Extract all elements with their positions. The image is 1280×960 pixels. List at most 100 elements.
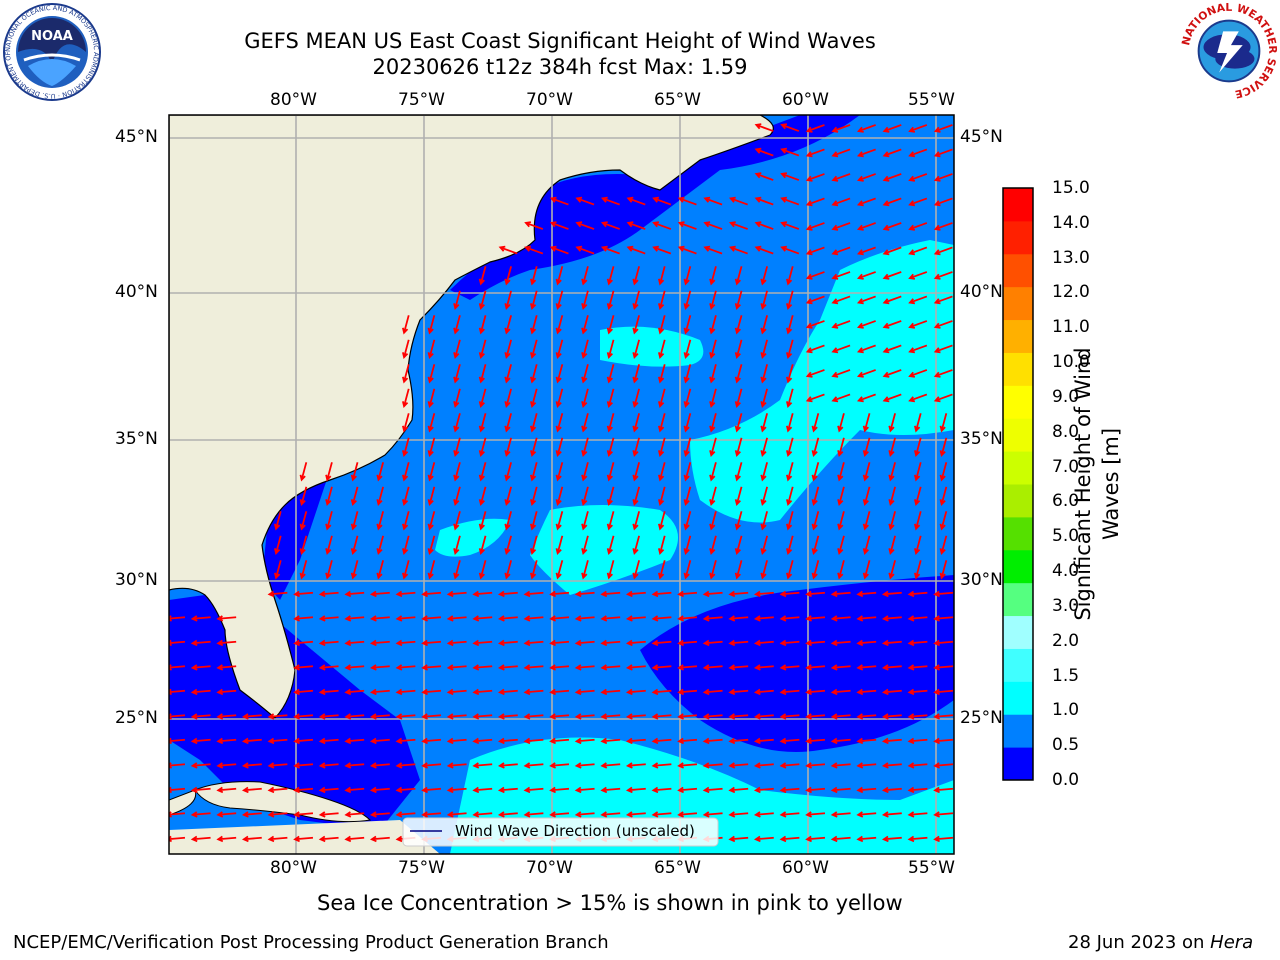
wave-direction-arrow [293,590,314,598]
wave-direction-arrow [472,688,493,696]
wave-direction-arrow [369,811,390,818]
wave-direction-arrow [882,295,902,305]
colorbar [1002,187,1034,781]
run-date: 28 Jun 2023 on Hera [1068,932,1253,953]
wave-direction-arrow [856,737,877,745]
wave-direction-arrow [908,173,928,182]
wave-direction-arrow [677,713,698,720]
wave-direction-arrow [478,290,487,311]
wave-direction-arrow [504,560,512,580]
wave-direction-arrow [702,786,723,794]
wave-direction-arrow [169,786,186,794]
wave-direction-arrow [760,364,768,384]
wave-direction-arrow [651,762,672,769]
wave-direction-arrow [805,639,826,647]
wave-direction-arrow [402,413,410,433]
wave-direction-arrow [216,688,237,696]
wave-direction-arrow [625,786,646,794]
wave-direction-arrow [881,639,902,647]
wave-direction-arrow [293,786,314,794]
wave-direction-arrow [402,511,410,531]
wave-direction-arrow [530,388,538,409]
wave-direction-arrow [581,511,589,531]
wave-direction-arrow [862,560,871,580]
wave-direction-arrow [683,535,692,556]
lat-label-right: 25°N [960,708,1003,728]
wave-direction-arrow [369,688,390,696]
wave-direction-arrow [677,688,698,696]
producer-credit: NCEP/EMC/Verification Post Processing Pr… [13,932,609,953]
wave-direction-arrow [837,413,845,433]
wave-direction-arrow [318,688,339,696]
wave-direction-arrow [728,811,749,818]
wave-direction-arrow [933,590,954,598]
wave-direction-arrow [734,560,743,580]
wave-direction-arrow [293,835,314,843]
wave-direction-arrow [933,713,954,720]
wave-direction-arrow [658,388,666,409]
wave-direction-arrow [376,462,384,482]
wave-direction-arrow [574,664,595,671]
wave-direction-arrow [805,835,826,843]
wave-direction-arrow [497,786,518,794]
run-host: Hera [1210,932,1254,953]
wave-direction-arrow [421,786,442,794]
wave-direction-arrow [805,786,826,794]
wave-direction-arrow [933,148,953,158]
wave-direction-arrow [446,737,467,745]
wave-direction-arrow [472,713,493,720]
wave-direction-arrow [427,560,436,580]
wave-direction-arrow [658,560,666,580]
wave-direction-arrow [651,615,672,622]
wave-direction-arrow [760,535,768,556]
wave-direction-arrow [504,462,512,482]
wave-direction-arrow [780,172,800,181]
wave-direction-arrow [651,664,672,671]
wave-direction-arrow [606,511,615,531]
wave-direction-arrow [625,590,646,598]
wave-direction-arrow [933,320,953,329]
wave-direction-arrow [350,511,359,531]
wave-direction-arrow [350,535,359,556]
wave-direction-arrow [632,290,640,311]
wave-direction-arrow [299,560,308,580]
wave-direction-arrow [651,811,672,818]
wave-direction-arrow [728,737,749,745]
wave-direction-arrow [555,486,564,507]
wave-direction-arrow [190,737,211,745]
wave-direction-arrow [376,486,384,507]
wave-direction-arrow [837,560,845,580]
wave-direction-arrow [753,786,774,794]
wave-direction-arrow [504,388,512,409]
wave-direction-arrow [402,364,410,384]
colorbar-band [1003,549,1033,584]
wave-direction-arrow [446,762,467,769]
wave-direction-arrow [856,786,877,794]
wave-direction-arrow [856,811,877,818]
wave-direction-arrow [555,535,564,556]
wave-direction-arrow [190,835,211,843]
wave-direction-arrow [293,713,314,720]
wave-direction-arrow [683,339,692,360]
wave-direction-arrow [658,339,666,360]
wave-direction-arrow [632,339,640,360]
wave-direction-arrow [702,615,723,622]
noaa-logo-text: NOAA [31,29,73,44]
wave-direction-arrow [709,266,717,286]
wave-direction-arrow [658,364,666,384]
wave-direction-arrow [933,762,954,769]
wave-direction-arrow [369,664,390,671]
colorbar-tick-label: 7.0 [1052,456,1080,477]
wave-direction-arrow [453,437,461,458]
lon-label-bottom: 70°W [526,858,573,878]
wave-direction-arrow [753,737,774,745]
wave-direction-arrow [427,413,436,433]
wave-direction-arrow [453,462,461,482]
wave-direction-arrow [805,295,825,305]
wave-direction-arrow [606,290,615,311]
wave-direction-arrow [325,560,333,580]
wave-direction-arrow [549,590,570,598]
wave-direction-arrow [786,339,794,360]
wave-direction-arrow [677,639,698,647]
wave-direction-arrow [658,535,666,556]
